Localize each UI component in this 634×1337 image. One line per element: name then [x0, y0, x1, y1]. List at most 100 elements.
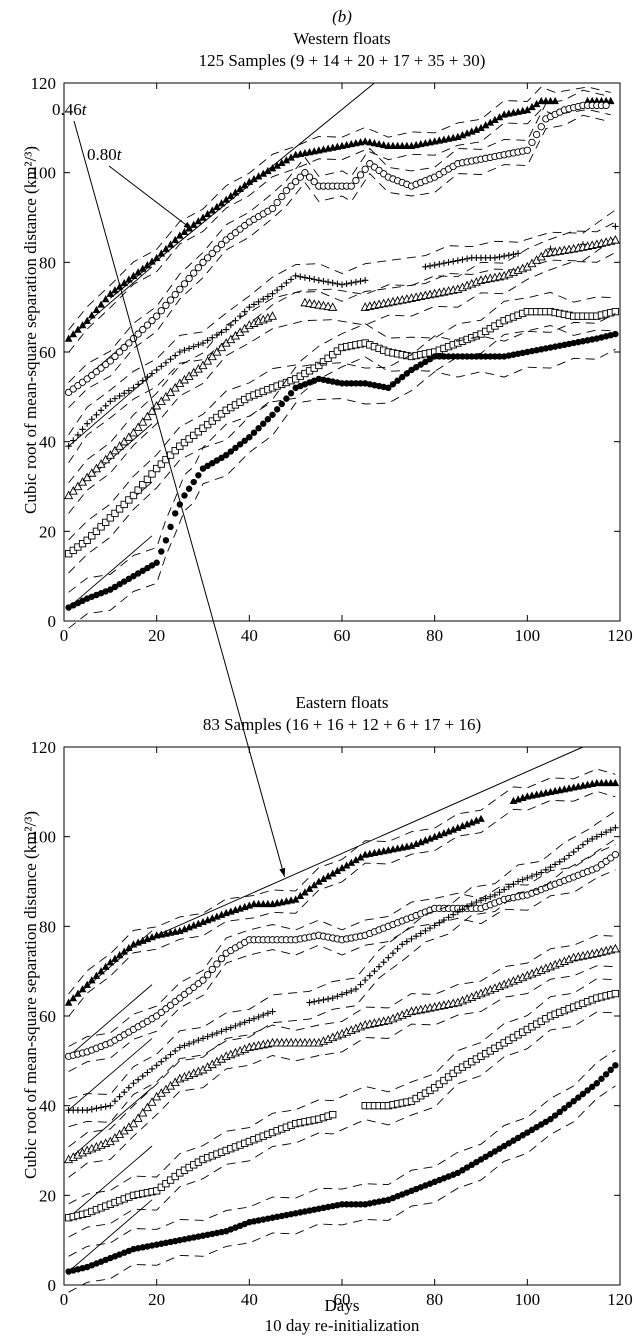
- data-point: [602, 1071, 610, 1078]
- data-point: [153, 1062, 160, 1069]
- data-point: [172, 1047, 179, 1055]
- x-tick-label: 60: [334, 1290, 351, 1309]
- chart-title: Western floats: [293, 29, 390, 48]
- data-point: [227, 448, 234, 455]
- data-point: [185, 485, 193, 492]
- data-point: [180, 280, 189, 288]
- confidence-bound-upper: [68, 810, 616, 1100]
- data-point: [152, 400, 162, 410]
- confidence-bound-upper: [68, 978, 616, 1205]
- data-point: [264, 1010, 272, 1017]
- data-point: [222, 1026, 230, 1033]
- data-point: [194, 217, 203, 225]
- data-point: [142, 1102, 152, 1112]
- data-point: [115, 505, 124, 513]
- data-point: [324, 872, 332, 880]
- data-point: [533, 871, 540, 878]
- initial-slope-line: [68, 1145, 153, 1219]
- data-point: [565, 1101, 573, 1108]
- data-point: [510, 1137, 517, 1144]
- data-point: [134, 381, 142, 388]
- data-point: [246, 1017, 253, 1024]
- series-markers: [64, 989, 620, 1222]
- data-point: [356, 171, 365, 179]
- data-point: [584, 837, 591, 845]
- data-point: [172, 352, 179, 359]
- y-tick-label: 60: [39, 1007, 56, 1026]
- data-point: [547, 1115, 554, 1123]
- data-point: [611, 778, 620, 787]
- data-point: [445, 914, 452, 921]
- data-point: [106, 514, 114, 522]
- series-markers: [64, 943, 620, 1164]
- data-point: [157, 460, 165, 468]
- data-point: [74, 325, 82, 333]
- data-point: [348, 1201, 355, 1208]
- data-point: [209, 334, 216, 341]
- data-point: [130, 572, 137, 580]
- data-point: [570, 848, 577, 856]
- data-point: [254, 172, 263, 180]
- data-point: [128, 1118, 139, 1128]
- data-point: [612, 330, 619, 338]
- data-point: [158, 363, 165, 370]
- data-point: [203, 356, 213, 365]
- data-point: [101, 962, 110, 970]
- data-point: [264, 416, 272, 423]
- data-point: [97, 523, 105, 531]
- reference-line-label: 0.46t: [52, 100, 88, 119]
- data-point: [375, 963, 383, 970]
- data-point: [78, 985, 87, 993]
- confidence-bound-lower: [68, 1011, 616, 1238]
- data-point: [338, 281, 346, 288]
- data-point: [482, 353, 489, 360]
- data-point: [77, 477, 88, 486]
- data-point: [111, 1097, 119, 1105]
- data-point: [589, 835, 596, 843]
- data-point: [422, 263, 429, 271]
- data-point: [389, 950, 397, 957]
- data-point: [199, 258, 207, 266]
- data-point: [83, 316, 91, 324]
- data-point: [157, 249, 166, 257]
- data-point: [348, 987, 355, 995]
- data-point: [213, 960, 221, 968]
- data-point: [426, 355, 434, 363]
- data-point: [277, 158, 286, 167]
- data-point: [352, 176, 360, 185]
- data-point: [102, 1103, 109, 1110]
- data-point: [607, 826, 614, 834]
- data-point: [496, 889, 503, 896]
- data-point: [176, 231, 184, 239]
- eastern-floats-panel: Eastern floats 83 Samples (16 + 16 + 12 …: [21, 100, 633, 1309]
- data-point: [143, 321, 152, 329]
- data-point: [408, 935, 415, 943]
- data-point: [394, 945, 401, 952]
- data-point: [180, 227, 189, 236]
- data-point: [111, 509, 119, 518]
- confidence-bound-upper: [68, 89, 607, 383]
- data-point: [352, 1201, 360, 1208]
- data-point: [403, 370, 411, 377]
- x-tick-label: 0: [60, 626, 69, 645]
- data-point: [190, 343, 197, 350]
- data-point: [116, 392, 123, 400]
- data-point: [273, 286, 281, 294]
- data-point: [92, 305, 101, 314]
- data-point: [83, 420, 91, 427]
- data-point: [264, 166, 272, 175]
- y-tick-label: 40: [39, 1097, 56, 1116]
- data-point: [584, 1087, 591, 1094]
- data-point: [78, 321, 87, 329]
- data-point: [203, 971, 212, 979]
- data-point: [87, 468, 97, 477]
- data-point: [74, 431, 82, 439]
- data-point: [454, 908, 462, 916]
- data-point: [532, 99, 541, 108]
- data-point: [162, 1054, 170, 1062]
- data-point: [198, 360, 208, 370]
- data-point: [204, 337, 211, 344]
- data-point: [551, 96, 559, 105]
- data-point: [561, 1105, 568, 1112]
- data-point: [73, 481, 83, 491]
